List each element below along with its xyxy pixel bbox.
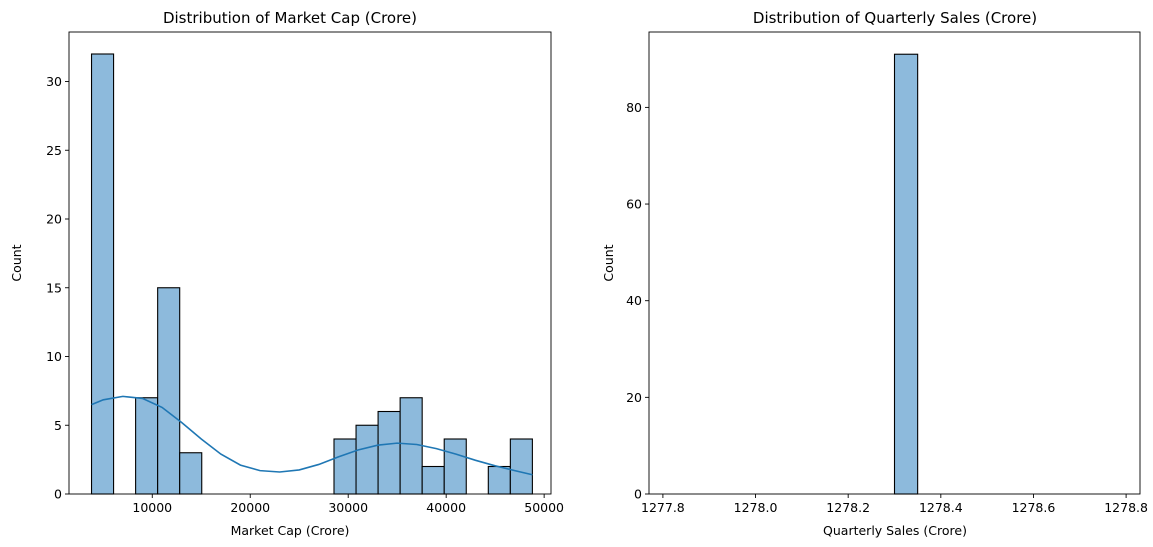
kde-curve	[91, 395, 533, 476]
histogram-bar	[157, 287, 181, 495]
y-tick-label: 25	[46, 143, 62, 158]
y-axis-label: Count	[601, 244, 616, 281]
x-tick-label: 1277.8	[641, 500, 685, 515]
x-tick-label: 30000	[328, 500, 368, 515]
chart-title: Distribution of Quarterly Sales (Crore)	[753, 9, 1037, 27]
y-tick-label: 10	[46, 349, 62, 364]
y-tick-label: 20	[46, 212, 62, 227]
x-ticks: 1277.8 1278.0 1278.2 1278.4 1278.6 1278.8	[641, 494, 1148, 515]
histogram-bar	[487, 465, 511, 495]
y-tick-label: 5	[54, 418, 62, 433]
x-tick-label: 20000	[230, 500, 270, 515]
y-ticks: 0 20 40 60 80	[626, 100, 649, 502]
histogram-bar	[509, 438, 533, 495]
y-tick-label: 40	[626, 293, 642, 308]
histogram-bar	[135, 397, 159, 495]
histogram-bar	[333, 438, 357, 495]
x-tick-label: 40000	[426, 500, 466, 515]
plot-frame	[648, 31, 1141, 495]
y-tick-label: 0	[54, 487, 62, 502]
x-axis-label: Market Cap (Crore)	[231, 523, 350, 538]
plot-frame	[68, 31, 552, 495]
bars	[90, 53, 533, 495]
y-tick-label: 0	[634, 487, 642, 502]
x-tick-label: 10000	[132, 500, 172, 515]
x-tick-label: 50000	[524, 500, 564, 515]
y-tick-label: 15	[46, 280, 62, 295]
x-tick-label: 1278.6	[1012, 500, 1056, 515]
histogram-bar	[179, 452, 203, 495]
x-tick-label: 1278.2	[826, 500, 870, 515]
histogram-bar	[893, 53, 919, 495]
histogram-bar	[399, 397, 423, 495]
histogram-bar	[355, 424, 379, 495]
x-tick-label: 1278.4	[919, 500, 963, 515]
x-ticks: 10000 20000 30000 40000 50000	[132, 494, 564, 515]
x-axis-label: Quarterly Sales (Crore)	[823, 523, 967, 538]
y-ticks: 0 5 10 15 20 25 30	[46, 74, 69, 502]
y-tick-label: 60	[626, 197, 642, 212]
histogram-bar	[377, 410, 401, 495]
y-tick-label: 30	[46, 74, 62, 89]
histogram-bar	[90, 53, 115, 495]
kde-line	[91, 395, 533, 476]
x-tick-label: 1278.0	[734, 500, 778, 515]
quarterly-sales-histogram: Distribution of Quarterly Sales (Crore) …	[601, 9, 1148, 538]
histogram-bar	[421, 465, 445, 495]
market-cap-histogram: Distribution of Market Cap (Crore) Marke…	[9, 9, 564, 538]
y-tick-label: 20	[626, 390, 642, 405]
y-axis-label: Count	[9, 244, 24, 281]
histogram-bar	[443, 438, 467, 495]
y-tick-label: 80	[626, 100, 642, 115]
x-tick-label: 1278.8	[1104, 500, 1148, 515]
chart-title: Distribution of Market Cap (Crore)	[163, 9, 417, 27]
bars	[893, 53, 919, 495]
